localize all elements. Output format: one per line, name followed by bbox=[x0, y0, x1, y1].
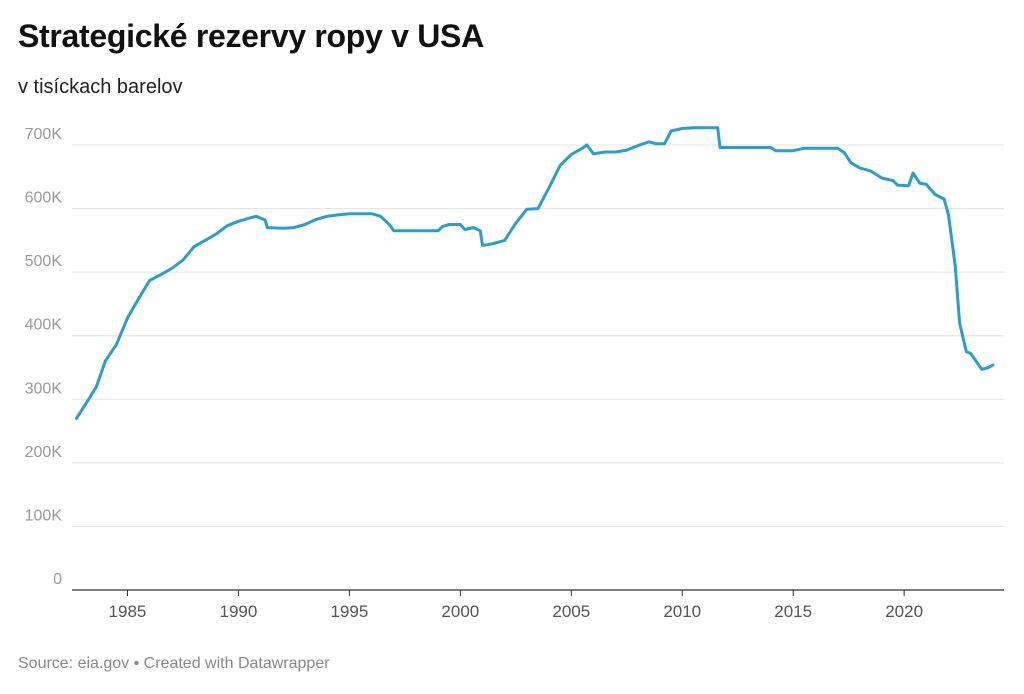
chart-title: Strategické rezervy ropy v USA bbox=[18, 18, 484, 54]
x-tick-label: 2020 bbox=[885, 602, 923, 621]
y-tick-label: 700K bbox=[25, 126, 63, 143]
x-tick-label: 1995 bbox=[330, 602, 368, 621]
y-axis-tick-labels: 0 100K 200K 300K 400K 500K 600K 700K bbox=[25, 126, 63, 588]
gridlines bbox=[72, 144, 1004, 591]
y-tick-label: 500K bbox=[25, 253, 63, 270]
x-tick-label: 1985 bbox=[109, 602, 147, 621]
x-tick-label: 2015 bbox=[774, 602, 812, 621]
x-tick-label: 2000 bbox=[441, 602, 479, 621]
y-tick-label: 400K bbox=[25, 317, 63, 334]
chart-subtitle: v tisíckach barelov bbox=[18, 76, 183, 98]
y-tick-label: 0 bbox=[53, 571, 62, 588]
x-tick-label: 1990 bbox=[220, 602, 258, 621]
y-tick-label: 600K bbox=[25, 190, 63, 207]
x-axis-tick-labels: 1985 1990 1995 2000 2005 2010 2015 2020 bbox=[109, 590, 923, 621]
x-tick-label: 2010 bbox=[663, 602, 701, 621]
series-layer bbox=[74, 126, 995, 420]
y-tick-label: 100K bbox=[25, 507, 63, 524]
source-note: Source: eia.gov • Created with Datawrapp… bbox=[18, 655, 330, 672]
y-tick-label: 200K bbox=[25, 444, 63, 461]
x-tick-label: 2005 bbox=[552, 602, 590, 621]
series-line bbox=[74, 126, 995, 420]
y-tick-label: 300K bbox=[25, 380, 63, 397]
